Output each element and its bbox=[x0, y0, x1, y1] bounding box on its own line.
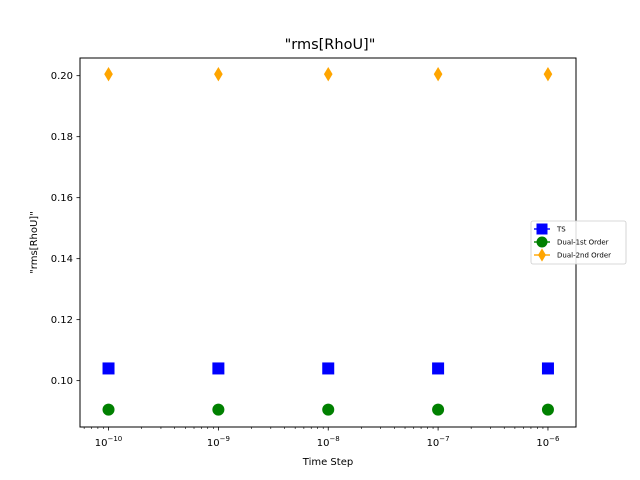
x-tick-label-3: 10−7 bbox=[427, 435, 450, 449]
legend: TS Dual-1st Order Dual-2nd Order bbox=[530, 220, 627, 265]
data-point-series-2-2 bbox=[323, 66, 333, 82]
x-tick-label-1: 10−9 bbox=[207, 435, 230, 449]
data-point-series-1-3 bbox=[432, 403, 445, 416]
x-axis-label: Time Step bbox=[302, 457, 353, 468]
data-point-series-0-4 bbox=[541, 362, 554, 375]
plot-marks bbox=[102, 66, 554, 416]
data-point-series-2-0 bbox=[104, 66, 113, 82]
data-point-series-0-2 bbox=[322, 362, 335, 375]
y-axis-label: "rms[RhoU]" bbox=[29, 211, 40, 274]
legend-marker-0 bbox=[536, 223, 548, 235]
y-tick-label-1: 0.12 bbox=[51, 315, 73, 326]
legend-label-1: Dual-1st Order bbox=[557, 239, 609, 247]
y-tick-label-4: 0.18 bbox=[51, 132, 73, 143]
data-point-series-1-0 bbox=[102, 403, 115, 416]
x-tick-label-2: 10−8 bbox=[317, 435, 340, 449]
chart-title: "rms[RhoU]" bbox=[285, 37, 376, 53]
data-point-series-2-3 bbox=[433, 66, 443, 82]
legend-marker-2 bbox=[538, 248, 546, 262]
data-point-series-0-3 bbox=[432, 362, 445, 375]
x-tick-label-4: 10−6 bbox=[536, 435, 560, 449]
legend-label-2: Dual-2nd Order bbox=[557, 252, 611, 260]
x-tick-label-0: 10−10 bbox=[95, 435, 123, 449]
data-point-series-1-4 bbox=[541, 403, 554, 416]
data-point-series-1-2 bbox=[322, 403, 335, 416]
x-axis: 10−10 10−9 10−8 10−7 10−6 bbox=[83, 427, 560, 449]
y-tick-label-3: 0.16 bbox=[51, 193, 73, 204]
data-point-series-1-1 bbox=[212, 403, 225, 416]
legend-label-0: TS bbox=[556, 226, 566, 234]
data-point-series-2-1 bbox=[214, 66, 223, 82]
data-point-series-0-0 bbox=[102, 362, 115, 375]
y-tick-label-0: 0.10 bbox=[51, 376, 73, 387]
y-axis: 0.10 0.12 0.14 0.16 0.18 0.20 bbox=[51, 71, 80, 387]
data-point-series-2-4 bbox=[543, 66, 553, 82]
y-tick-label-5: 0.20 bbox=[51, 71, 73, 82]
legend-box bbox=[530, 220, 627, 265]
data-point-series-0-1 bbox=[212, 362, 225, 375]
y-tick-label-2: 0.14 bbox=[51, 254, 73, 265]
legend-marker-1 bbox=[536, 236, 548, 248]
